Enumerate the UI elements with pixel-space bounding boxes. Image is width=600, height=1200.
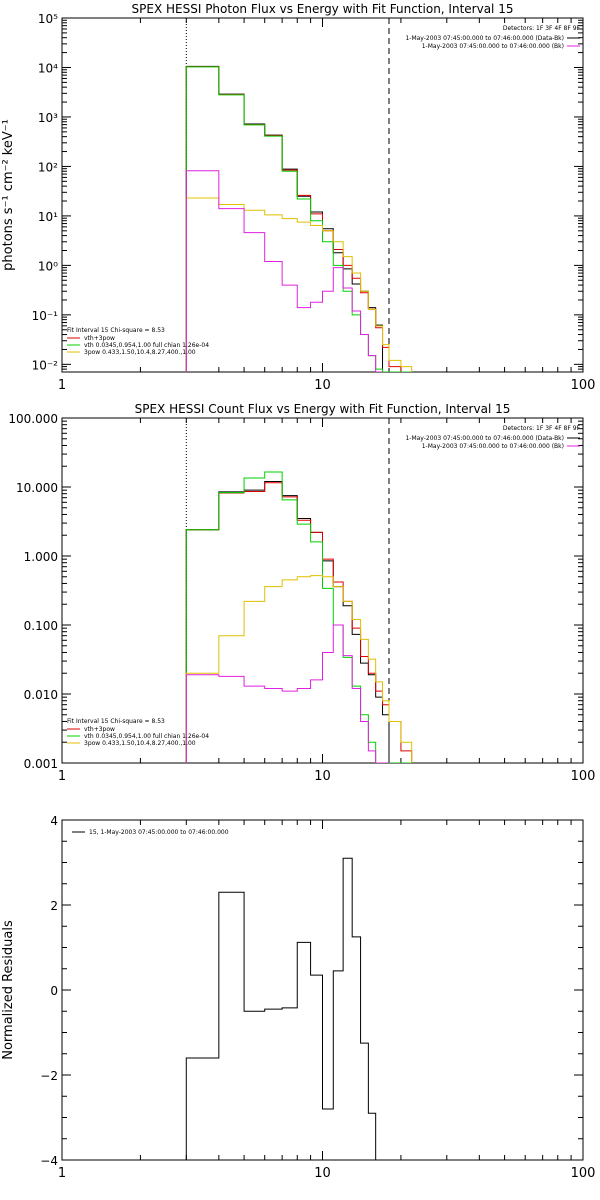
legend-entry-text: 1-May-2003 07:45:00.000 to 07:46:00.000 …: [422, 43, 564, 50]
y-tick-label: 100.000: [8, 412, 58, 426]
chart-title: SPEX HESSI Photon Flux vs Energy with Fi…: [132, 2, 514, 16]
data-series-group: [185, 471, 413, 763]
x-tick-label: 100: [571, 769, 596, 784]
y-tick-label: 0.100: [24, 619, 58, 633]
series-line-3: [185, 471, 412, 763]
y-tick-label: 4: [50, 814, 58, 828]
legend-entry-text: 1-May-2003 07:45:00.000 to 07:46:00.000 …: [405, 435, 564, 442]
y-tick-label: 10⁻²: [32, 358, 59, 372]
y-tick-label: 10⁵: [38, 12, 58, 26]
y-tick-label: 10⁰: [38, 259, 58, 273]
series-line-1: [185, 65, 384, 372]
series-line-4: [185, 197, 413, 372]
y-tick-label: −2: [40, 1069, 58, 1083]
legend-fit-header: Fit Interval 15 Chi-square = 8.53: [67, 327, 165, 334]
chart-1: SPEX HESSI Photon Flux vs Energy with Fi…: [1, 2, 595, 393]
x-tick-label: 10: [314, 378, 331, 393]
y-tick-label: 10⁴: [38, 61, 58, 75]
x-tick-label: 1: [58, 1166, 66, 1181]
y-tick-label: 10¹: [38, 210, 58, 224]
y-tick-label: 1.000: [24, 550, 58, 564]
y-tick-label: 10²: [38, 160, 58, 174]
x-tick-label: 1: [58, 769, 66, 784]
y-tick-label: −4: [40, 1154, 58, 1168]
legend-entry-text: 1-May-2003 07:45:00.000 to 07:46:00.000 …: [422, 443, 564, 450]
x-tick-label: 10: [314, 1166, 331, 1181]
legend-entry-text: 1-May-2003 07:45:00.000 to 07:46:00.000 …: [405, 35, 564, 42]
x-tick-label: 100: [571, 378, 596, 393]
y-axis-label: photons s⁻¹ cm⁻² keV⁻¹: [1, 119, 16, 271]
y-tick-label: 2: [50, 899, 58, 913]
plot-frame: [61, 17, 584, 373]
y-tick-label: 0: [50, 984, 58, 998]
chart-2: SPEX HESSI Count Flux vs Energy with Fit…: [8, 402, 595, 784]
x-tick-label: 10: [314, 769, 331, 784]
legend-detectors: Detectors: 1F 3F 4F 8F 9F: [503, 25, 581, 32]
data-series-group: [185, 857, 389, 1160]
y-tick-label: 10³: [38, 111, 58, 125]
legend-fit-header: Fit Interval 15 Chi-square = 8.53: [67, 718, 165, 725]
series-line-5: [185, 170, 383, 372]
legend-entry-text: 3pow 0.433,1.50,10.4,8.27,400.,1.00: [84, 740, 196, 747]
legend-entry-text: 3pow 0.433,1.50,10.4,8.27,400.,1.00: [84, 349, 196, 356]
legend-entry-text: vth 0.0345,0.954,1.00 full chian 1.26e-0…: [84, 342, 209, 349]
legend-entry-text: vth+3pow: [84, 335, 115, 342]
y-axis-label: Normalized Residuals: [1, 920, 16, 1060]
legend-entry-text: 15, 1-May-2003 07:45:00.000 to 07:46:00.…: [89, 829, 229, 836]
y-tick-label: 0.001: [24, 757, 58, 771]
plot-frame: [61, 417, 584, 764]
series-line-1: [185, 857, 389, 1160]
chart-3: 1 10 100 −4 −2 0 2 4 Normalized Residuals 15, 1-M…: [1, 814, 595, 1181]
chart-title: SPEX HESSI Count Flux vs Energy with Fit…: [135, 402, 511, 416]
series-line-1: [185, 481, 390, 763]
x-tick-label: 1: [58, 378, 66, 393]
y-tick-label: 10.000: [16, 481, 58, 495]
legend-entry-text: vth+3pow: [84, 726, 115, 733]
legend-entry-text: vth 0.0345,0.954,1.00 full chian 1.26e-0…: [84, 733, 209, 740]
x-tick-label: 100: [571, 1166, 596, 1181]
series-line-4: [185, 575, 413, 763]
series-line-5: [185, 624, 389, 763]
data-series-group: [185, 65, 413, 372]
series-line-2: [185, 482, 413, 763]
y-tick-label: 10⁻¹: [32, 309, 59, 323]
y-tick-label: 0.010: [24, 688, 58, 702]
legend-detectors: Detectors: 1F 3F 4F 8F 9F: [503, 425, 581, 432]
